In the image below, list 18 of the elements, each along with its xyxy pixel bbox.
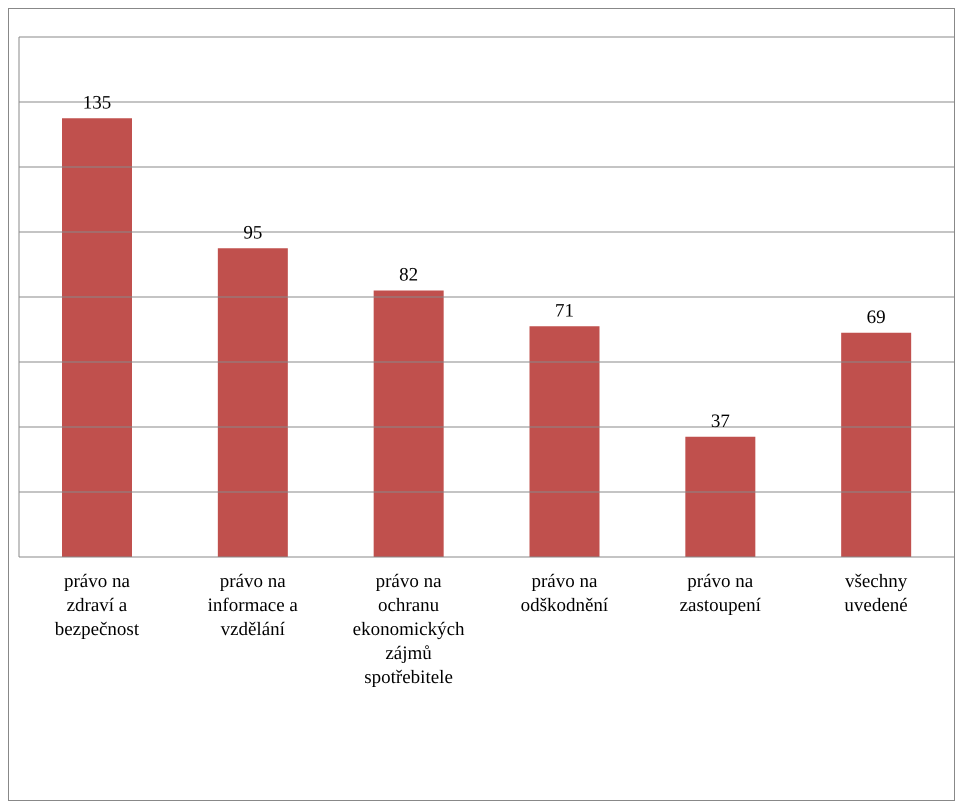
data-label: 135 <box>82 92 112 114</box>
x-tick-label: právo na odškodnění <box>520 571 609 616</box>
x-tick-label: právo na ochranu ekonomických zájmů spotřebitele <box>352 571 466 688</box>
bar <box>62 118 132 557</box>
bar <box>374 290 444 557</box>
data-label: 71 <box>555 300 574 322</box>
data-label: 69 <box>866 306 886 328</box>
x-tick-label: právo na informace a vzdělání <box>208 571 298 640</box>
x-tick-label: všechny uvedené <box>844 571 908 616</box>
data-label: 37 <box>710 410 730 432</box>
x-tick-label: právo na zastoupení <box>680 571 762 616</box>
data-label: 82 <box>399 264 418 286</box>
bar <box>218 248 288 557</box>
bar <box>685 436 756 557</box>
data-label: 95 <box>243 222 262 244</box>
x-tick-label: právo na zdraví a bezpečnost <box>54 571 140 640</box>
bar <box>530 326 600 557</box>
bar <box>841 332 912 557</box>
